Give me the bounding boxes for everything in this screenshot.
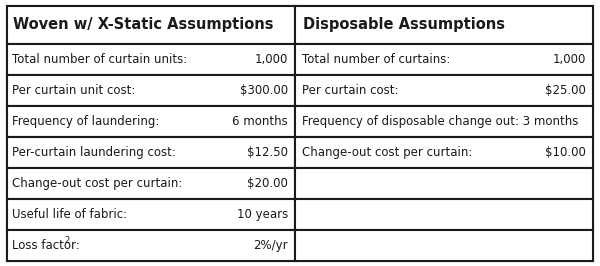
Text: Loss factor:: Loss factor: xyxy=(12,239,80,252)
Text: $25.00: $25.00 xyxy=(545,84,586,97)
Text: 2: 2 xyxy=(64,236,69,245)
Text: Woven w/ X-Static Assumptions: Woven w/ X-Static Assumptions xyxy=(13,18,274,32)
Text: Frequency of laundering:: Frequency of laundering: xyxy=(12,115,160,128)
Bar xyxy=(7,137,295,168)
Bar xyxy=(295,75,593,106)
Text: 1,000: 1,000 xyxy=(254,53,288,66)
Bar xyxy=(7,106,295,137)
Text: Per curtain unit cost:: Per curtain unit cost: xyxy=(12,84,136,97)
Text: Change-out cost per curtain:: Change-out cost per curtain: xyxy=(12,177,182,190)
Text: Useful life of fabric:: Useful life of fabric: xyxy=(12,208,127,221)
Bar xyxy=(295,106,593,137)
Text: 6 months: 6 months xyxy=(232,115,288,128)
Text: $12.50: $12.50 xyxy=(247,146,288,159)
Text: Per-curtain laundering cost:: Per-curtain laundering cost: xyxy=(12,146,176,159)
Bar xyxy=(7,199,295,230)
Text: Total number of curtains:: Total number of curtains: xyxy=(302,53,451,66)
Text: 1,000: 1,000 xyxy=(553,53,586,66)
Bar xyxy=(7,75,295,106)
Bar xyxy=(295,199,593,230)
Bar xyxy=(295,6,593,44)
Bar xyxy=(7,230,295,261)
Bar xyxy=(295,168,593,199)
Text: 2%/yr: 2%/yr xyxy=(253,239,288,252)
Text: Disposable Assumptions: Disposable Assumptions xyxy=(303,18,505,32)
Text: 10 years: 10 years xyxy=(237,208,288,221)
Text: Frequency of disposable change out: 3 months: Frequency of disposable change out: 3 mo… xyxy=(302,115,578,128)
Text: $20.00: $20.00 xyxy=(247,177,288,190)
Text: Total number of curtain units:: Total number of curtain units: xyxy=(12,53,187,66)
Bar xyxy=(295,137,593,168)
Bar xyxy=(7,6,295,44)
Text: $300.00: $300.00 xyxy=(240,84,288,97)
Text: $10.00: $10.00 xyxy=(545,146,586,159)
Bar xyxy=(7,168,295,199)
Bar xyxy=(295,44,593,75)
Text: Change-out cost per curtain:: Change-out cost per curtain: xyxy=(302,146,472,159)
Text: Per curtain cost:: Per curtain cost: xyxy=(302,84,398,97)
Bar xyxy=(7,44,295,75)
Bar xyxy=(295,230,593,261)
